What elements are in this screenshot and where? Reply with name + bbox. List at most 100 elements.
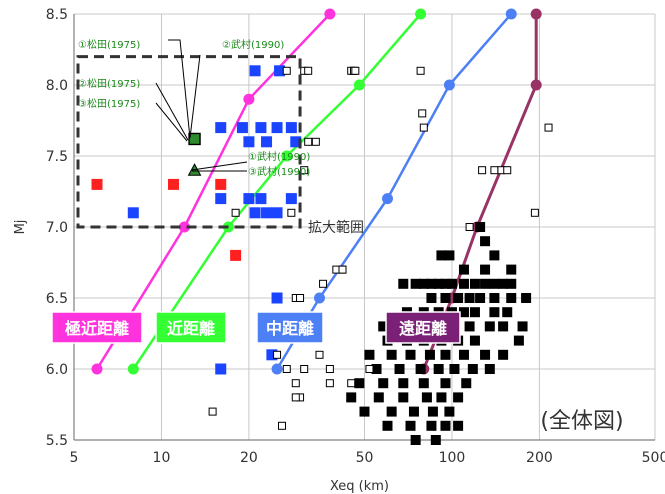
data-point (285, 193, 297, 205)
data-point (300, 166, 309, 175)
data-point (446, 278, 457, 289)
data-point (484, 364, 495, 374)
data-point (449, 364, 460, 374)
data-point (453, 392, 464, 403)
data-point (489, 307, 500, 318)
boundary-point (505, 8, 517, 20)
boundary-point (353, 79, 365, 91)
x-tick-label: 500 (642, 450, 665, 466)
data-point (480, 264, 491, 275)
y-tick-label: 7.5 (46, 149, 68, 165)
data-point (503, 166, 512, 175)
data-point (398, 278, 409, 289)
data-point (215, 178, 227, 190)
data-point (215, 363, 227, 375)
zone-label-box (385, 311, 461, 344)
boundary-point (443, 79, 455, 91)
data-point (544, 123, 553, 132)
data-point (440, 378, 451, 389)
data-point (440, 420, 451, 431)
data-point (261, 207, 273, 219)
data-point (418, 278, 429, 289)
data-point (354, 378, 365, 389)
zone-label-text: 近距離 (167, 319, 215, 338)
data-point (394, 364, 405, 374)
data-point (467, 364, 478, 374)
data-point (364, 349, 375, 360)
data-point (215, 122, 227, 134)
data-point (304, 137, 313, 146)
data-point (319, 279, 328, 288)
data-point (521, 293, 532, 303)
y-tick-label: 8.0 (46, 78, 68, 94)
data-point (365, 365, 374, 373)
y-tick-label: 7.0 (46, 220, 68, 236)
data-point (469, 278, 480, 289)
data-point (433, 278, 444, 289)
data-point (458, 264, 469, 275)
data-point (427, 406, 438, 417)
data-point (498, 349, 509, 360)
data-point (517, 321, 528, 332)
data-point (255, 122, 267, 134)
y-tick-label: 6.0 (46, 362, 68, 378)
data-point (416, 66, 425, 75)
data-point (255, 193, 267, 205)
data-point (426, 293, 437, 303)
data-point (291, 393, 300, 402)
data-point (410, 435, 421, 445)
data-point (484, 321, 495, 332)
boundary-point (281, 150, 293, 162)
data-point (444, 250, 455, 261)
data-point (249, 65, 261, 77)
x-tick-label: 20 (240, 450, 258, 466)
x-axis-title: Xeq (km) (330, 479, 389, 494)
data-point (271, 207, 283, 219)
data-point (440, 293, 451, 303)
data-point (243, 193, 255, 205)
data-point (290, 136, 302, 148)
y-tick-label: 6.5 (46, 291, 68, 307)
data-point (426, 420, 437, 431)
data-point (480, 278, 491, 289)
data-point (315, 350, 324, 359)
data-point (277, 421, 286, 430)
data-point (444, 406, 455, 417)
zone-labels: 極近距離 近距離 中距離 遠距離 (51, 311, 461, 344)
data-point (271, 292, 283, 304)
data-point (418, 378, 429, 389)
data-point (440, 349, 451, 360)
boundary-point (382, 193, 394, 205)
data-point (458, 307, 469, 318)
data-point (489, 278, 500, 289)
data-point (230, 249, 242, 261)
data-point (338, 265, 347, 274)
data-point (453, 420, 464, 431)
x-tick-label: 5 (70, 450, 79, 466)
data-point (436, 250, 447, 261)
data-point (351, 66, 360, 75)
data-point (405, 420, 416, 431)
data-point (382, 420, 393, 431)
annotation-label: ③松田(1975) (78, 97, 140, 110)
data-point (378, 378, 389, 389)
data-point (498, 278, 509, 289)
annotation-label: ②武村(1990) (222, 38, 284, 51)
data-point (208, 407, 217, 416)
data-point (430, 435, 441, 445)
boundary-point (314, 292, 326, 304)
data-point (480, 349, 491, 360)
boundary-point (324, 8, 336, 20)
zone-label-box (51, 311, 143, 344)
data-point (236, 122, 248, 134)
data-point (285, 122, 297, 134)
data-point (464, 293, 475, 303)
data-point (418, 109, 427, 118)
annotation-label: ①武村(1990) (248, 150, 310, 163)
data-point (325, 379, 334, 388)
annotations: ①松田(1975) ②武村(1990) ②松田(1975) ③松田(1975) ①武村(… (78, 38, 310, 178)
data-point (419, 123, 428, 132)
data-point (378, 321, 389, 332)
boundary-point (127, 363, 139, 375)
